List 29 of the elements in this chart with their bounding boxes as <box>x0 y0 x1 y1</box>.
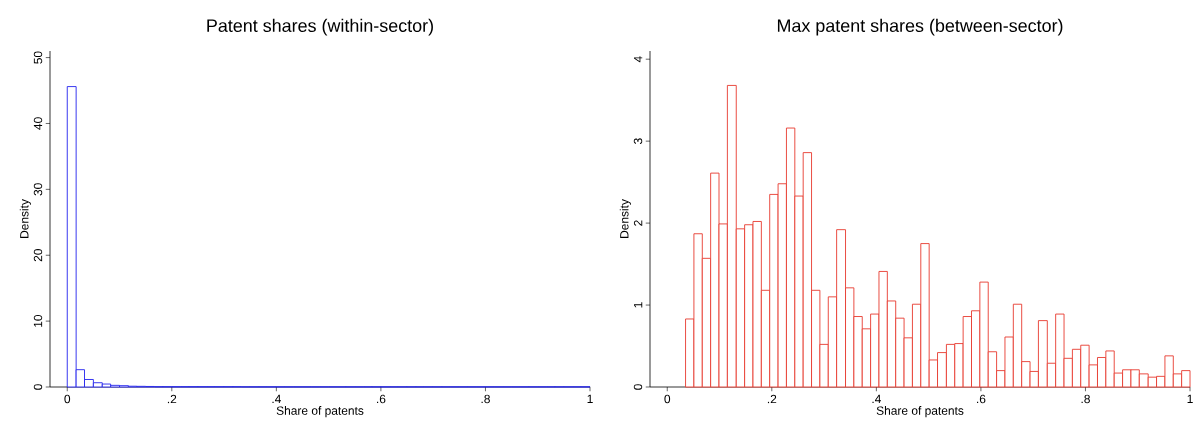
chart-title: Patent shares (within-sector) <box>207 18 433 36</box>
y-tick-label: 20 <box>33 249 43 262</box>
chart-title: Max patent shares (between-sector) <box>777 18 1063 36</box>
y-tick-label: 2 <box>633 220 643 226</box>
y-tick-label: 50 <box>33 51 43 64</box>
x-tick-label: .4 <box>872 394 881 403</box>
x-tick-label: 1 <box>1187 394 1193 403</box>
y-tick-label: 30 <box>33 183 43 196</box>
x-tick-label: 0 <box>64 394 71 404</box>
x-tick-label: .2 <box>767 394 777 404</box>
y-tick-label: 10 <box>33 314 43 327</box>
y-tick-label: 3 <box>633 138 643 145</box>
x-tick-label: .4 <box>272 394 281 403</box>
x-tick-label: .6 <box>977 394 986 404</box>
y-tick-label: 4 <box>634 56 643 63</box>
x-tick-label: 0 <box>664 394 671 404</box>
y-tick-label: 0 <box>633 384 643 390</box>
y-tick-label: 40 <box>33 117 43 130</box>
x-tick-label: .2 <box>167 394 177 404</box>
x-axis-title: Share of patents <box>276 406 364 418</box>
x-tick-label: .8 <box>481 394 490 404</box>
y-tick-label: 0 <box>33 384 43 390</box>
y-axis-title: Density <box>619 199 631 238</box>
x-tick-label: .6 <box>377 394 386 404</box>
x-axis-title: Share of patents <box>876 406 964 418</box>
x-tick-label: .8 <box>1081 394 1090 404</box>
y-tick-label: 1 <box>634 302 643 308</box>
y-axis-title: Density <box>19 199 31 238</box>
x-tick-label: 1 <box>587 394 593 403</box>
